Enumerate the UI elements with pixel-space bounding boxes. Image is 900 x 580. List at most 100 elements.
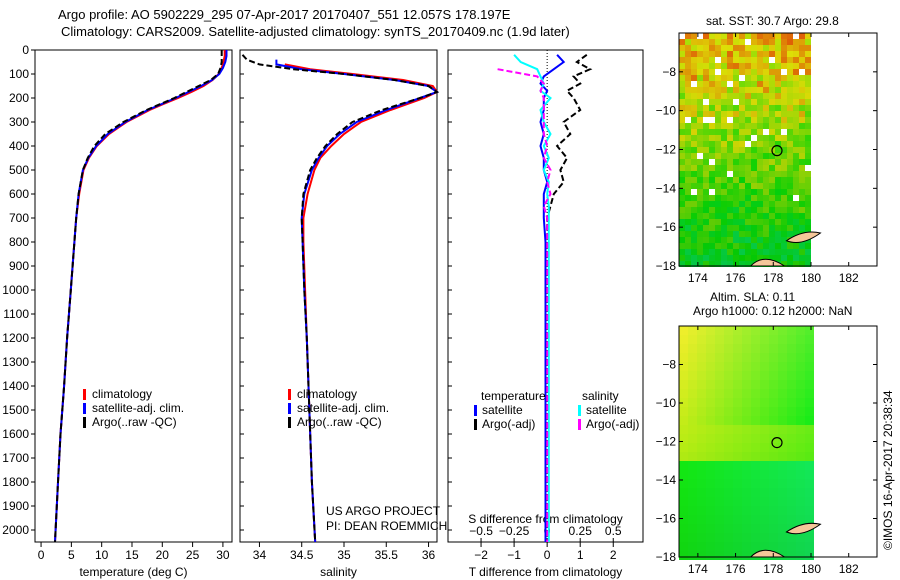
map-cell [715, 389, 724, 398]
map-cell [697, 362, 706, 371]
map-cell [691, 111, 697, 117]
map-cell [781, 189, 787, 195]
map-cell [763, 105, 769, 111]
map-cell [745, 57, 751, 63]
map-cell [751, 123, 757, 129]
map-cell [715, 87, 721, 93]
map-cell [685, 51, 691, 57]
map-cell [760, 335, 769, 344]
map-cell [760, 443, 769, 452]
map-cell [787, 461, 796, 470]
map-cell [751, 488, 760, 497]
map-cell [796, 497, 805, 506]
map-cell [715, 353, 724, 362]
map-cell [715, 425, 724, 434]
map-cell [727, 111, 733, 117]
map-cell [742, 425, 751, 434]
map-cell [742, 515, 751, 524]
map-cell [799, 189, 805, 195]
map-cell [796, 380, 805, 389]
map-cell [787, 335, 796, 344]
map-cell [739, 87, 745, 93]
map-cell [742, 416, 751, 425]
map-cell [709, 75, 715, 81]
map-cell [745, 99, 751, 105]
map-cell [799, 243, 805, 249]
map-cell [787, 551, 796, 560]
map-cell [706, 335, 715, 344]
map-cell [763, 225, 769, 231]
map-cell [727, 249, 733, 255]
map-cell [721, 237, 727, 243]
map-cell [733, 135, 739, 141]
map-cell [721, 81, 727, 87]
map-cell [721, 159, 727, 165]
map-cell [688, 479, 697, 488]
map-cell [706, 398, 715, 407]
map-cell [757, 147, 763, 153]
map-cell [733, 153, 739, 159]
map-cell [733, 398, 742, 407]
map-cell [715, 249, 721, 255]
map-cell [679, 542, 688, 551]
map-cell [799, 33, 805, 39]
map-cell [697, 452, 706, 461]
map-cell [757, 69, 763, 75]
map-cell [757, 93, 763, 99]
map-cell [781, 45, 787, 51]
map-cell [697, 425, 706, 434]
map-cell [724, 524, 733, 533]
map-cell [805, 99, 811, 105]
map-cell [751, 249, 757, 255]
map-cell [778, 416, 787, 425]
map-cell [793, 123, 799, 129]
map-cell [769, 243, 775, 249]
map-cell [685, 207, 691, 213]
map-cell [805, 69, 811, 75]
map-cell [778, 353, 787, 362]
map-cell [760, 353, 769, 362]
map-cell [787, 111, 793, 117]
map-cell [709, 99, 715, 105]
map-cell [721, 177, 727, 183]
map-cell [793, 153, 799, 159]
map-cell [799, 195, 805, 201]
map-cell [685, 189, 691, 195]
map-cell [805, 326, 814, 335]
map-cell [781, 243, 787, 249]
map-cell [769, 231, 775, 237]
map-cell [805, 219, 811, 225]
map-cell [799, 171, 805, 177]
map-cell [688, 371, 697, 380]
map-cell [778, 398, 787, 407]
map-cell [805, 39, 811, 45]
map-cell [763, 237, 769, 243]
map-cell [742, 398, 751, 407]
y-tick-label: −14 [656, 473, 677, 487]
x-tick-label: 35.5 [375, 548, 399, 562]
map-cell [781, 159, 787, 165]
map-cell [706, 362, 715, 371]
map-cell [763, 111, 769, 117]
map-cell [688, 434, 697, 443]
map-cell [745, 45, 751, 51]
map-cell [796, 470, 805, 479]
map-cell [781, 135, 787, 141]
map-cell [745, 51, 751, 57]
map-cell [796, 551, 805, 560]
map-cell [751, 117, 757, 123]
map-cell [751, 81, 757, 87]
map-cell [769, 99, 775, 105]
map-cell [796, 461, 805, 470]
y-tick-label: 300 [9, 115, 29, 129]
map-cell [805, 479, 814, 488]
map-cell [679, 249, 685, 255]
map-cell [787, 63, 793, 69]
map-cell [739, 159, 745, 165]
map-cell [787, 506, 796, 515]
map-cell [769, 225, 775, 231]
map-cell [685, 39, 691, 45]
map-cell [679, 93, 685, 99]
map-cell [679, 407, 688, 416]
map-cell [709, 165, 715, 171]
